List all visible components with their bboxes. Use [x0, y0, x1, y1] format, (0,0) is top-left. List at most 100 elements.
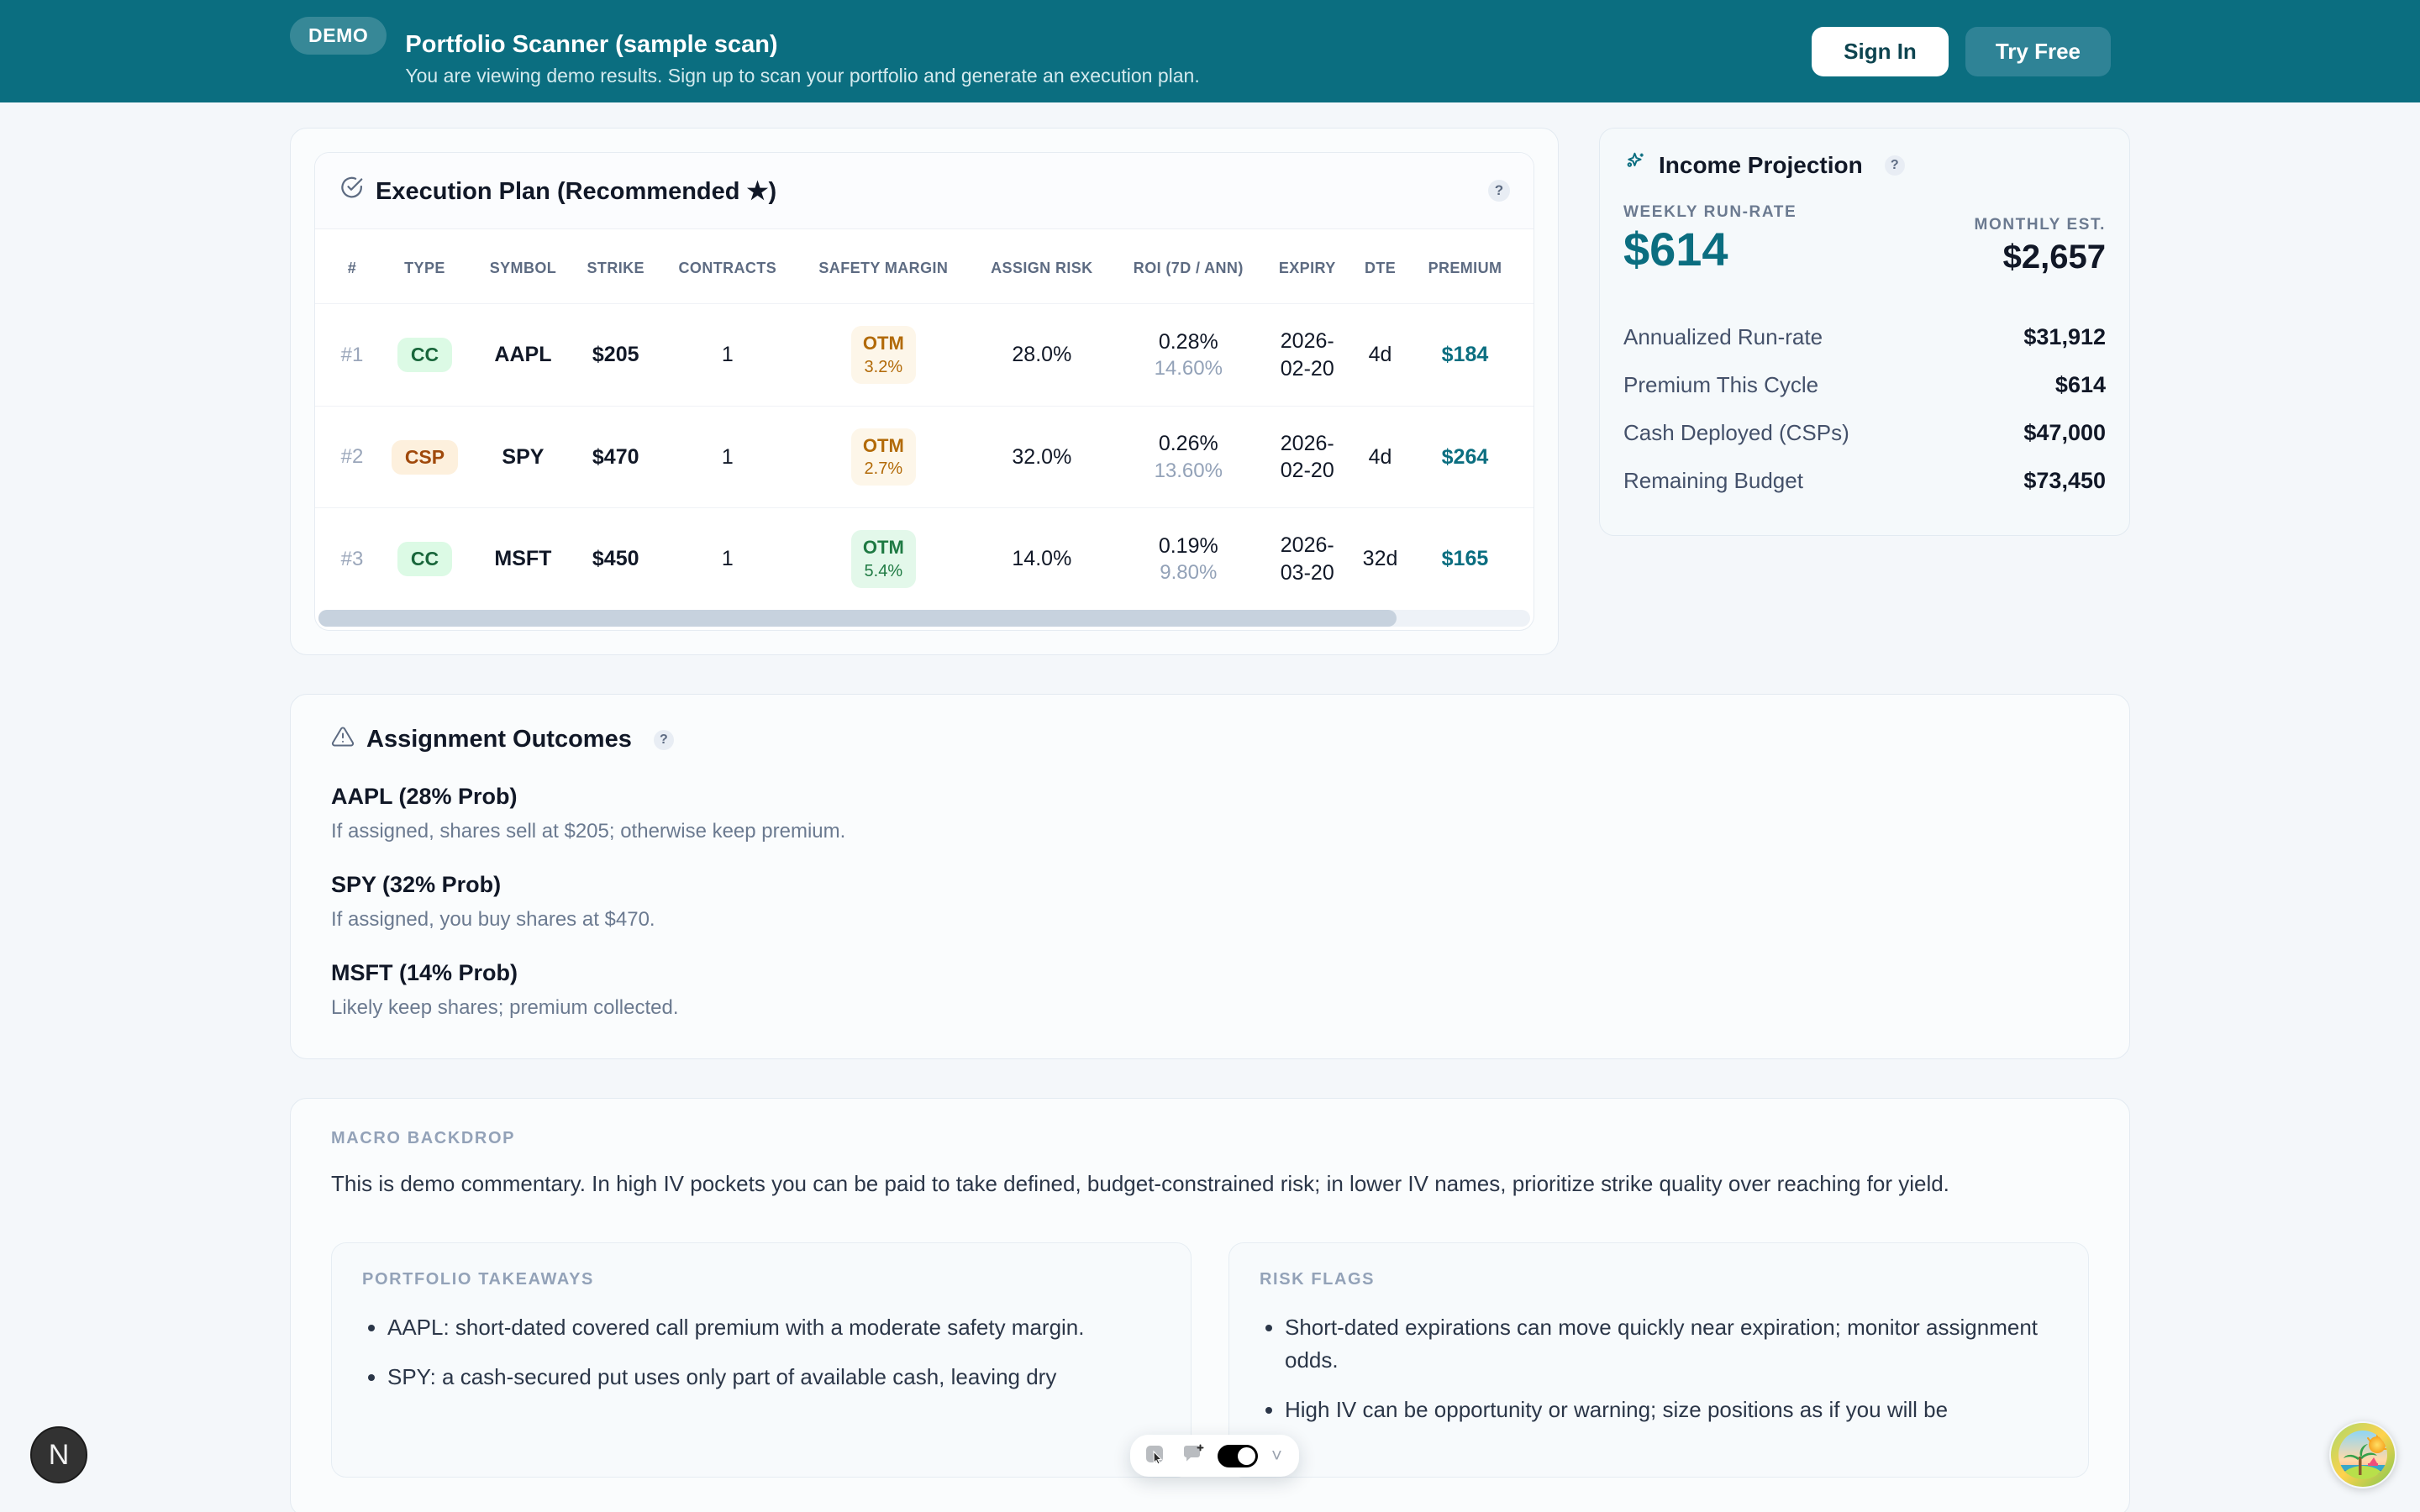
execution-plan-outer-card: Execution Plan (Recommended ★) ? # TYPE … — [290, 128, 1559, 655]
column-premium[interactable]: PREMIUM — [1428, 260, 1502, 276]
metric-value: $73,450 — [2023, 467, 2106, 493]
cell-safety-margin: OTM 2.7% — [796, 406, 971, 508]
column-strike[interactable]: STRIKE — [587, 260, 644, 276]
column-expiry[interactable]: EXPIRY — [1278, 260, 1336, 276]
column-contracts[interactable]: CONTRACTS — [678, 260, 777, 276]
safety-margin-value: 2.7% — [864, 459, 903, 479]
monthly-estimate-value: $2,657 — [2002, 238, 2106, 276]
metric-value: $614 — [2054, 371, 2106, 397]
column-type[interactable]: TYPE — [404, 260, 445, 276]
safety-margin-label: OTM — [862, 434, 904, 456]
column-assign-risk[interactable]: ASSIGN RISK — [971, 229, 1113, 304]
table-header-row: # TYPE SYMBOL STRIKE CONTRACTS SAFETY MA… — [315, 229, 1534, 304]
column-safety-margin-label: SAFETY MARGIN — [818, 260, 949, 276]
roi-7d: 0.28% — [1158, 329, 1218, 354]
table-row[interactable]: #3 CC MSFT $450 1 OTM 5.4% — [315, 507, 1534, 610]
outcome-item: SPY (32% Prob) If assigned, you buy shar… — [331, 872, 2089, 932]
banner-subtitle: You are viewing demo results. Sign up to… — [405, 64, 1200, 87]
safety-margin-value: 5.4% — [864, 561, 903, 580]
monthly-estimate-group: MONTHLY EST. $2,657 — [1975, 216, 2106, 275]
floating-toolbar: ˅ — [1130, 1435, 1299, 1477]
column-dte[interactable]: DTE — [1364, 260, 1397, 276]
weekly-run-rate-label: WEEKLY RUN-RATE — [1623, 203, 1797, 221]
income-projection-card: Income Projection ? WEEKLY RUN-RATE $614… — [1599, 128, 2130, 536]
warning-triangle-icon — [331, 725, 355, 755]
income-projection-title: Income Projection — [1659, 151, 1863, 178]
metric-row: Annualized Run-rate $31,912 — [1623, 313, 2106, 361]
outcome-heading: AAPL (28% Prob) — [331, 783, 518, 809]
cell-premium: $184 — [1441, 343, 1489, 367]
risk-flags-list: Short-dated expirations can move quickly… — [1285, 1311, 2058, 1426]
cell-assign-risk: 14.0% — [1012, 547, 1072, 571]
metric-row: Cash Deployed (CSPs) $47,000 — [1623, 409, 2106, 457]
risk-flags-kicker: RISK FLAGS — [1260, 1270, 1376, 1289]
cell-contracts: 1 — [721, 343, 734, 367]
cell-index: #2 — [340, 445, 364, 469]
help-icon[interactable]: ? — [653, 729, 674, 750]
macro-backdrop-kicker: MACRO BACKDROP — [331, 1128, 516, 1147]
help-icon[interactable]: ? — [1488, 180, 1510, 202]
table-body: #1 CC AAPL $205 1 OTM 3.2% — [315, 303, 1534, 610]
cell-type: CC — [376, 304, 474, 407]
avatar[interactable] — [2329, 1421, 2396, 1488]
cell-strike: $450 — [592, 547, 639, 571]
macro-backdrop-text: This is demo commentary. In high IV pock… — [331, 1170, 1949, 1196]
execution-plan-card: Execution Plan (Recommended ★) ? # TYPE … — [314, 152, 1534, 631]
outcome-text: If assigned, shares sell at $205; otherw… — [331, 819, 846, 843]
cursor-select-icon[interactable] — [1144, 1443, 1171, 1468]
safety-margin-label: OTM — [862, 333, 904, 354]
cell-roi: 0.19% 9.80% — [1113, 508, 1264, 610]
table-horizontal-scrollbar[interactable] — [318, 609, 1530, 627]
toolbar-toggle-switch[interactable] — [1218, 1444, 1258, 1467]
assignment-outcomes-card: Assignment Outcomes ? AAPL (28% Prob) If… — [290, 693, 2130, 1059]
column-safety-margin[interactable]: SAFETY MARGIN — [796, 229, 971, 304]
cell-expiry: 2026- 02-20 — [1264, 304, 1350, 407]
column-index[interactable]: # — [347, 260, 357, 276]
cell-contracts: 1 — [721, 444, 734, 469]
outcome-heading: SPY (32% Prob) — [331, 871, 502, 897]
outcome-text: If assigned, you buy shares at $470. — [331, 907, 655, 931]
metric-label: Cash Deployed (CSPs) — [1623, 419, 1849, 445]
safety-margin-value: 3.2% — [864, 357, 903, 376]
roi-7d: 0.19% — [1158, 533, 1218, 558]
try-free-button[interactable]: Try Free — [1965, 26, 2111, 76]
banner-actions: Sign In Try Free — [1812, 26, 2396, 76]
help-icon[interactable]: ? — [1884, 155, 1905, 176]
cell-safety-margin: OTM 3.2% — [796, 304, 971, 407]
weekly-run-rate-value: $614 — [1623, 223, 1728, 276]
income-projection-column: Income Projection ? WEEKLY RUN-RATE $614… — [1599, 128, 2130, 536]
cell-expiry: 2026- 02-20 — [1264, 406, 1350, 508]
cell-expiry: 2026- 03-20 — [1264, 508, 1350, 610]
cell-premium: $264 — [1441, 444, 1489, 469]
cell-type: CSP — [376, 406, 474, 508]
expiry-line-1: 2026- — [1280, 533, 1334, 558]
metric-value: $31,912 — [2023, 323, 2106, 349]
column-roi[interactable]: ROI (7D / ANN) — [1113, 229, 1264, 304]
cell-symbol: MSFT — [494, 547, 552, 571]
page-title: Portfolio Scanner (sample scan) — [405, 30, 778, 58]
cell-contracts: 1 — [721, 547, 734, 571]
scrollbar-thumb[interactable] — [318, 609, 1397, 627]
check-circle-icon — [339, 175, 364, 207]
income-projection-headline: WEEKLY RUN-RATE $614 MONTHLY EST. $2,657 — [1623, 203, 2106, 275]
income-projection-title-group: Income Projection ? — [1623, 150, 2106, 180]
chevron-down-icon[interactable]: ˅ — [1271, 1445, 1282, 1466]
cell-strike: $470 — [592, 444, 639, 469]
safety-margin-badge: OTM 2.7% — [850, 428, 916, 486]
portfolio-takeaways-card: PORTFOLIO TAKEAWAYS AAPL: short-dated co… — [331, 1242, 1192, 1478]
assignment-outcomes-title: Assignment Outcomes — [366, 726, 632, 753]
safety-margin-label: OTM — [862, 537, 904, 559]
column-symbol[interactable]: SYMBOL — [489, 260, 557, 276]
cell-dte: 4d — [1368, 343, 1392, 367]
column-roi-label: ROI (7D / ANN) — [1133, 260, 1244, 276]
sign-in-button[interactable]: Sign In — [1812, 26, 1949, 76]
table-row[interactable]: #1 CC AAPL $205 1 OTM 3.2% — [315, 303, 1534, 407]
page-body: Execution Plan (Recommended ★) ? # TYPE … — [0, 102, 2420, 1512]
monthly-estimate-label: MONTHLY EST. — [1974, 215, 2106, 234]
add-comment-icon[interactable] — [1181, 1443, 1207, 1468]
table-row[interactable]: #2 CSP SPY $470 1 OTM 2.7% — [315, 406, 1534, 508]
cell-safety-margin: OTM 5.4% — [796, 508, 971, 610]
type-badge: CC — [397, 338, 453, 373]
type-badge: CC — [397, 542, 453, 577]
notion-fab-button[interactable]: N — [30, 1426, 87, 1483]
